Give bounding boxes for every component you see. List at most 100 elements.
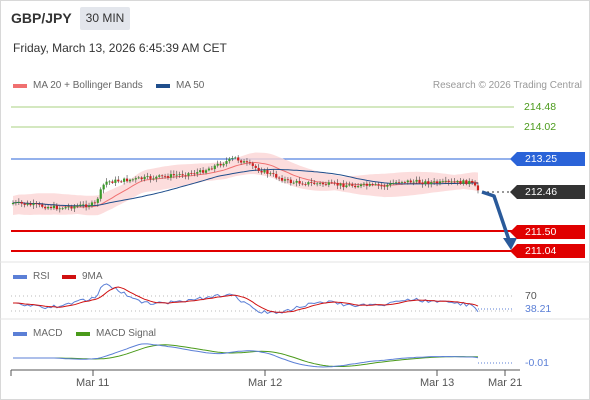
candle-body (292, 182, 295, 184)
candle-body (476, 185, 480, 191)
candle-body (447, 180, 450, 182)
candle-body (193, 173, 196, 175)
candle-body (128, 179, 132, 182)
candle-body (333, 182, 336, 184)
candle-body (49, 206, 53, 209)
x-label-mar13: Mar 13 (420, 377, 455, 389)
x-label-mar11: Mar 11 (76, 377, 110, 389)
ma50-swatch (156, 83, 170, 88)
candle-body (29, 203, 32, 206)
symbol-title: GBP/JPY (11, 10, 72, 26)
candle-body (213, 165, 216, 170)
candle-body (242, 161, 246, 163)
level-tag-211-04: 211.04 (510, 244, 585, 258)
level-tag-211-50: 211.50 (510, 225, 585, 239)
candle-body (61, 208, 64, 210)
x-label-mar12: Mar 12 (248, 377, 283, 389)
candle-body (76, 205, 79, 207)
candle-body (433, 181, 436, 183)
candle-body (181, 174, 184, 176)
candle-body (371, 184, 374, 185)
candle-body (85, 204, 88, 207)
candle-body (430, 182, 433, 185)
candle-body (421, 182, 424, 184)
macd-value-label: -0.01 (525, 357, 549, 369)
candle-body (26, 203, 29, 205)
candle-body (400, 182, 404, 183)
candle-body (316, 183, 319, 185)
candle-body (456, 180, 459, 183)
candle-body (348, 184, 351, 186)
candle-body (275, 173, 278, 178)
candle-body (301, 183, 304, 185)
candle-body (38, 203, 41, 205)
candle-body (286, 179, 290, 181)
candle-body (248, 162, 251, 164)
candle-body (20, 201, 23, 204)
candle-body (283, 179, 287, 181)
candle-body (383, 185, 386, 187)
candle-body (152, 178, 155, 180)
rsi-swatch (13, 274, 27, 279)
candle-body (222, 163, 225, 166)
candle-body (356, 186, 360, 188)
candle-body (462, 180, 465, 184)
candle-body (359, 184, 363, 187)
candle-body (260, 170, 263, 173)
macd-signal-line (13, 344, 479, 367)
candle-body (266, 170, 269, 174)
forecast-arrow (481, 190, 512, 244)
candle-body (187, 173, 190, 176)
candle-body (231, 158, 234, 159)
last-price-tag: 212.46 (510, 185, 585, 199)
legend-ma20-bollinger: MA 20 + Bollinger Bands (13, 80, 143, 91)
candle-body (412, 181, 415, 183)
candle-body (295, 180, 298, 183)
candle-body (403, 182, 406, 183)
timeframe-button[interactable]: 30 MIN (80, 7, 130, 30)
candle-body (377, 184, 380, 186)
candlesticks (11, 155, 480, 213)
candle-body (313, 182, 316, 184)
candle-body (99, 189, 102, 199)
legend-ma50-label: MA 50 (176, 80, 205, 91)
candle-body (251, 163, 254, 166)
candle-body (368, 184, 371, 186)
macd-signal-swatch (76, 331, 90, 336)
candle-body (210, 168, 213, 170)
candle-body (196, 172, 199, 174)
candle-body (468, 180, 471, 185)
candle-body (79, 204, 82, 206)
candle-body (339, 183, 342, 186)
legend-ma50: MA 50 (156, 80, 204, 91)
candle-body (161, 175, 164, 177)
candle-body (46, 206, 50, 209)
legend-rsi: RSI (13, 271, 50, 282)
candle-body (409, 180, 412, 183)
candle-body (397, 182, 401, 184)
candle-body (354, 185, 357, 188)
legend-macd-label: MACD (33, 328, 63, 339)
candle-body (257, 167, 260, 171)
candle-body (131, 179, 135, 181)
macd-line (13, 343, 479, 368)
candle-body (342, 183, 345, 188)
candle-body (459, 180, 462, 184)
candle-body (453, 181, 456, 183)
candle-body (134, 178, 137, 180)
candle-body (82, 204, 85, 206)
candle-body (175, 174, 178, 176)
candle-body (190, 173, 193, 175)
candle-body (471, 180, 474, 183)
candle-body (269, 173, 272, 175)
research-credit: Research © 2026 Trading Central (432, 80, 582, 91)
rsi-9ma-swatch (62, 274, 76, 279)
legend-macd-signal: MACD Signal (76, 328, 156, 339)
candle-body (216, 163, 219, 166)
candle-body (374, 184, 377, 186)
candle-body (245, 161, 249, 163)
candle-body (87, 205, 91, 207)
candle-body (298, 180, 301, 184)
candle-body (237, 157, 240, 161)
